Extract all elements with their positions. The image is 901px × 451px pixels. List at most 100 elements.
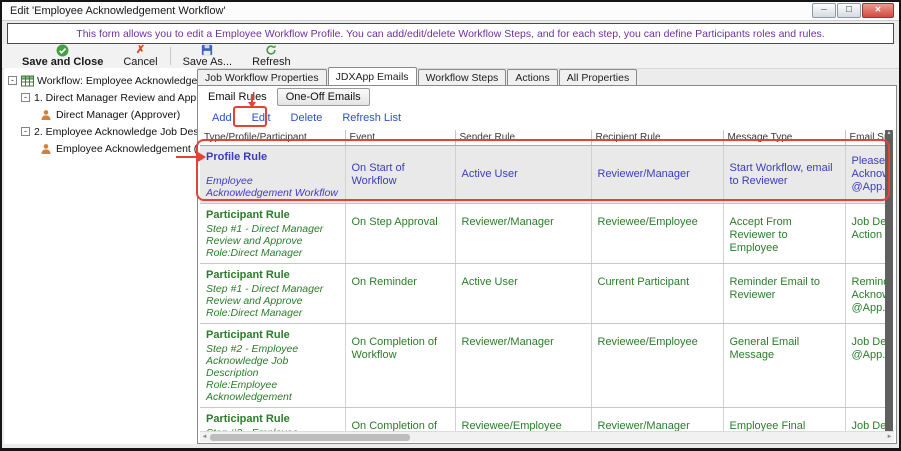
sub-tab-strip: Email Rules One-Off Emails bbox=[200, 88, 370, 106]
cell-event[interactable]: On Step Approval bbox=[345, 203, 456, 264]
toolbar: Save and Close ✗ Cancel Save As... Refre… bbox=[2, 44, 899, 69]
cancel-label: Cancel bbox=[123, 56, 158, 68]
save-as-button[interactable]: Save As... bbox=[173, 44, 243, 68]
email-rule-row[interactable]: Profile Rule Employee Acknowledgement Wor… bbox=[200, 145, 889, 204]
person-icon bbox=[40, 109, 53, 121]
col-email-subject: Email Subject bbox=[845, 130, 889, 146]
refresh-button[interactable]: Refresh bbox=[242, 44, 301, 68]
collapse-icon[interactable]: - bbox=[21, 93, 30, 102]
tree-item-label: Workflow: Employee Acknowledgement Workf… bbox=[37, 74, 197, 87]
refresh-label: Refresh bbox=[252, 56, 291, 68]
maximize-button[interactable]: ☐ bbox=[837, 3, 861, 18]
delete-link[interactable]: Delete bbox=[290, 112, 323, 124]
cell-email-subject[interactable]: Please comp Acknowledge @App.Emplo bbox=[845, 145, 889, 204]
rule-subtitle: Step #1 - Direct Manager Review and Appr… bbox=[206, 283, 324, 307]
email-rules-table-body: Profile Rule Employee Acknowledgement Wor… bbox=[200, 145, 889, 442]
cell-email-subject[interactable]: Job Descripti Action Requir bbox=[845, 203, 889, 264]
refresh-arrows-icon bbox=[265, 44, 277, 56]
cell-event[interactable]: On Start of Workflow bbox=[345, 145, 456, 204]
cell-message-type[interactable]: Start Workflow, email to Reviewer bbox=[723, 145, 846, 204]
check-circle-icon bbox=[56, 44, 69, 56]
refresh-list-link[interactable]: Refresh List bbox=[342, 112, 402, 124]
tab-workflow-steps[interactable]: Workflow Steps bbox=[417, 69, 507, 85]
cell-recipient-rule[interactable]: Reviewee/Employee bbox=[591, 203, 724, 264]
vertical-scrollbar[interactable]: ▲▼ bbox=[885, 130, 893, 442]
rule-title: Participant Rule bbox=[206, 329, 290, 341]
email-rule-row[interactable]: Participant Rule Step #1 - Direct Manager… bbox=[200, 263, 889, 324]
cell-recipient-rule[interactable]: Reviewer/Manager bbox=[591, 145, 724, 204]
col-event: Event bbox=[345, 130, 456, 146]
cell-type-profile-participant[interactable]: Participant Rule Step #1 - Direct Manager… bbox=[200, 263, 346, 324]
tab-strip: Job Workflow Properties JDXApp Emails Wo… bbox=[197, 67, 897, 85]
title-bar: Edit 'Employee Acknowledgement Workflow'… bbox=[2, 2, 899, 21]
rule-role: Role:Employee Acknowledgement bbox=[206, 379, 292, 403]
info-message: This form allows you to edit a Employee … bbox=[76, 27, 825, 40]
cell-message-type[interactable]: Accept From Reviewer to Employee bbox=[723, 203, 846, 264]
cell-type-profile-participant[interactable]: Profile Rule Employee Acknowledgement Wor… bbox=[200, 145, 346, 204]
cell-recipient-rule[interactable]: Reviewee/Employee bbox=[591, 323, 724, 408]
tab-all-properties[interactable]: All Properties bbox=[558, 69, 638, 85]
toolbar-separator bbox=[169, 47, 171, 65]
edit-link[interactable]: Edit bbox=[251, 112, 271, 124]
cancel-button[interactable]: ✗ Cancel bbox=[113, 44, 167, 68]
col-message-type: Message Type bbox=[723, 130, 846, 146]
cell-sender-rule[interactable]: Active User bbox=[455, 145, 592, 204]
tree-item-employee-acknowledgement[interactable]: Employee Acknowledgement (Approver) bbox=[4, 142, 197, 155]
scrollbar-thumb[interactable] bbox=[210, 434, 410, 441]
tab-content: Email Rules One-Off Emails Add Edit Dele… bbox=[197, 85, 897, 444]
close-button[interactable]: ✕ bbox=[862, 3, 894, 18]
tree-item-label: Employee Acknowledgement (Approver) bbox=[56, 142, 197, 155]
cell-event[interactable]: On Completion of Workflow bbox=[345, 323, 456, 408]
minimize-button[interactable]: ─ bbox=[812, 3, 836, 18]
window-title: Edit 'Employee Acknowledgement Workflow' bbox=[10, 5, 226, 17]
save-and-close-label: Save and Close bbox=[22, 56, 104, 68]
tree-item-workflow-root[interactable]: - Workflow: Employee Acknowledgement Wor… bbox=[4, 74, 197, 87]
scroll-up-icon[interactable]: ▲ bbox=[886, 130, 892, 136]
floppy-disk-icon bbox=[201, 44, 213, 56]
rule-role: Role:Direct Manager bbox=[206, 247, 303, 259]
horizontal-scrollbar[interactable]: ◄ ► bbox=[200, 431, 894, 442]
col-sender-rule: Sender Rule bbox=[455, 130, 592, 146]
tree-item-step-2[interactable]: - 2. Employee Acknowledge Job Descriptio… bbox=[4, 125, 197, 138]
rule-role: Role:Direct Manager bbox=[206, 307, 303, 319]
tree-item-step-1[interactable]: - 1. Direct Manager Review and Approve bbox=[4, 91, 197, 104]
rule-title: Participant Rule bbox=[206, 269, 290, 281]
rule-title: Profile Rule bbox=[206, 151, 268, 163]
email-rule-row[interactable]: Participant Rule Step #2 - Employee Ackno… bbox=[200, 323, 889, 408]
cell-sender-rule[interactable]: Reviewer/Manager bbox=[455, 323, 592, 408]
cell-type-profile-participant[interactable]: Participant Rule Step #2 - Employee Ackno… bbox=[200, 323, 346, 408]
cell-type-profile-participant[interactable]: Participant Rule Step #1 - Direct Manager… bbox=[200, 203, 346, 264]
collapse-icon[interactable]: - bbox=[21, 127, 30, 136]
action-links: Add Edit Delete Refresh List bbox=[212, 112, 401, 124]
subtab-one-off-emails[interactable]: One-Off Emails bbox=[276, 88, 370, 106]
add-link[interactable]: Add bbox=[212, 112, 232, 124]
subtab-email-rules[interactable]: Email Rules bbox=[200, 89, 275, 105]
tab-jdxapp-emails[interactable]: JDXApp Emails bbox=[327, 67, 417, 85]
email-rules-table: Type/Profile/Participant Event Sender Ru… bbox=[200, 130, 889, 442]
tab-job-workflow-properties[interactable]: Job Workflow Properties bbox=[197, 69, 327, 85]
tab-actions[interactable]: Actions bbox=[507, 69, 558, 85]
col-type-profile-participant: Type/Profile/Participant bbox=[200, 130, 346, 146]
person-icon bbox=[40, 143, 53, 155]
cell-email-subject[interactable]: Reminder: Pl Acknowledge @App.Emplo bbox=[845, 263, 889, 324]
collapse-icon[interactable]: - bbox=[8, 76, 17, 85]
cancel-x-icon: ✗ bbox=[135, 43, 146, 56]
save-and-close-button[interactable]: Save and Close bbox=[12, 44, 113, 68]
cell-message-type[interactable]: General Email Message bbox=[723, 323, 846, 408]
email-rule-row[interactable]: Participant Rule Step #1 - Direct Manager… bbox=[200, 203, 889, 264]
cell-message-type[interactable]: Reminder Email to Reviewer bbox=[723, 263, 846, 324]
cell-email-subject[interactable]: Job Descripti @App.Emplo bbox=[845, 323, 889, 408]
scroll-left-icon[interactable]: ◄ bbox=[201, 434, 208, 440]
cell-sender-rule[interactable]: Active User bbox=[455, 263, 592, 324]
tree-item-direct-manager[interactable]: Direct Manager (Approver) bbox=[4, 108, 197, 121]
col-recipient-rule: Recipient Rule bbox=[591, 130, 724, 146]
cell-sender-rule[interactable]: Reviewer/Manager bbox=[455, 203, 592, 264]
scroll-right-icon[interactable]: ► bbox=[886, 434, 893, 440]
rule-subtitle: Employee Acknowledgement Workflow bbox=[206, 175, 338, 199]
cell-recipient-rule[interactable]: Current Participant bbox=[591, 263, 724, 324]
tree-item-label: 2. Employee Acknowledge Job Description bbox=[34, 125, 197, 138]
workflow-tree-panel: - Workflow: Employee Acknowledgement Wor… bbox=[4, 68, 197, 444]
tree-item-label: 1. Direct Manager Review and Approve bbox=[34, 91, 197, 104]
cell-event[interactable]: On Reminder bbox=[345, 263, 456, 324]
